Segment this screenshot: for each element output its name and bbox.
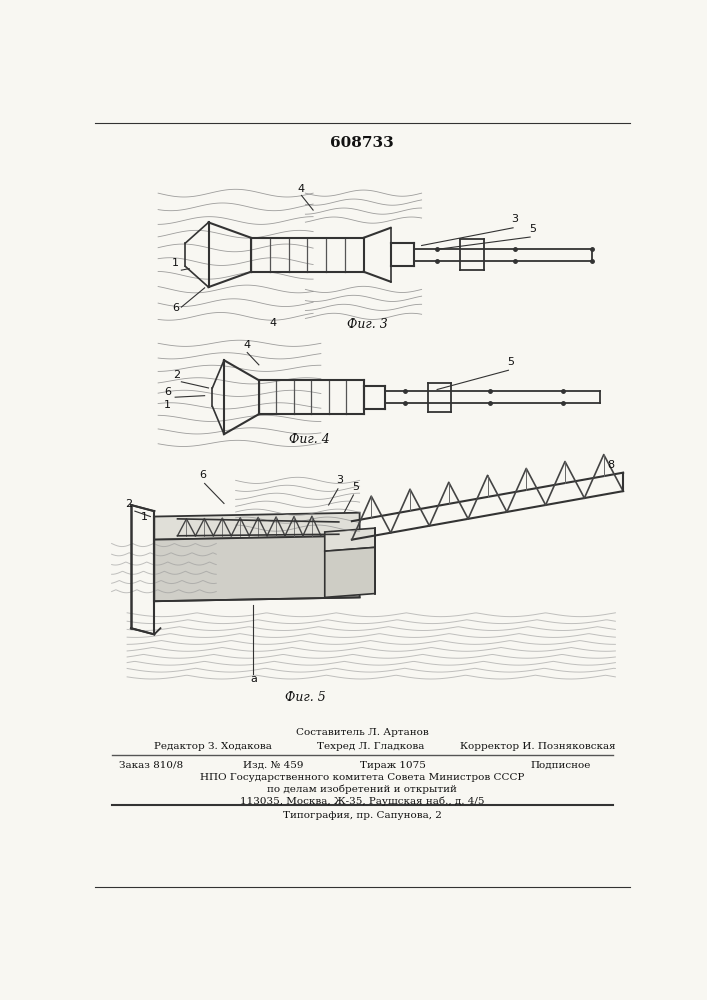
Text: 2: 2 (174, 370, 181, 380)
Text: 2: 2 (126, 499, 133, 509)
Polygon shape (325, 547, 375, 597)
Text: Редактор З. Ходакова: Редактор З. Ходакова (154, 742, 272, 751)
Text: НПО Государственного комитета Совета Министров СССР: НПО Государственного комитета Совета Мин… (200, 773, 524, 782)
Text: 6: 6 (172, 303, 179, 313)
Text: по делам изобретений и открытий: по делам изобретений и открытий (267, 785, 457, 794)
Text: 113035, Москва, Ж-35, Раушская наб., д. 4/5: 113035, Москва, Ж-35, Раушская наб., д. … (240, 796, 484, 806)
Text: 4: 4 (269, 318, 276, 328)
Text: 5: 5 (530, 224, 537, 234)
Text: Тираж 1075: Тираж 1075 (360, 761, 426, 770)
Text: Подписное: Подписное (530, 761, 590, 770)
Text: 3: 3 (337, 475, 344, 485)
Text: Корректор И. Позняковская: Корректор И. Позняковская (460, 742, 616, 751)
Text: Фиг. 3: Фиг. 3 (347, 318, 387, 331)
Text: 1: 1 (141, 512, 148, 522)
Text: 1: 1 (172, 258, 179, 268)
Text: Фиг. 5: Фиг. 5 (285, 691, 326, 704)
Text: Фиг. 4: Фиг. 4 (289, 433, 329, 446)
Text: Типография, пр. Сапунова, 2: Типография, пр. Сапунова, 2 (283, 811, 441, 820)
Text: Заказ 810/8: Заказ 810/8 (119, 761, 184, 770)
Text: Изд. № 459: Изд. № 459 (243, 761, 304, 770)
Text: 608733: 608733 (330, 136, 394, 150)
Text: 6: 6 (199, 470, 206, 480)
Text: 6: 6 (164, 387, 171, 397)
Text: 5: 5 (352, 482, 359, 492)
Text: Составитель Л. Артанов: Составитель Л. Артанов (296, 728, 428, 737)
Text: 4: 4 (298, 184, 305, 194)
Polygon shape (325, 528, 375, 551)
Text: 5: 5 (507, 357, 514, 367)
Text: 8: 8 (607, 460, 615, 470)
Text: а: а (250, 674, 257, 684)
Text: 3: 3 (512, 214, 518, 224)
Text: 1: 1 (164, 400, 171, 410)
Polygon shape (154, 513, 360, 540)
Text: Техред Л. Гладкова: Техред Л. Гладкова (317, 742, 424, 751)
Text: 4: 4 (243, 340, 250, 350)
Polygon shape (154, 536, 360, 601)
